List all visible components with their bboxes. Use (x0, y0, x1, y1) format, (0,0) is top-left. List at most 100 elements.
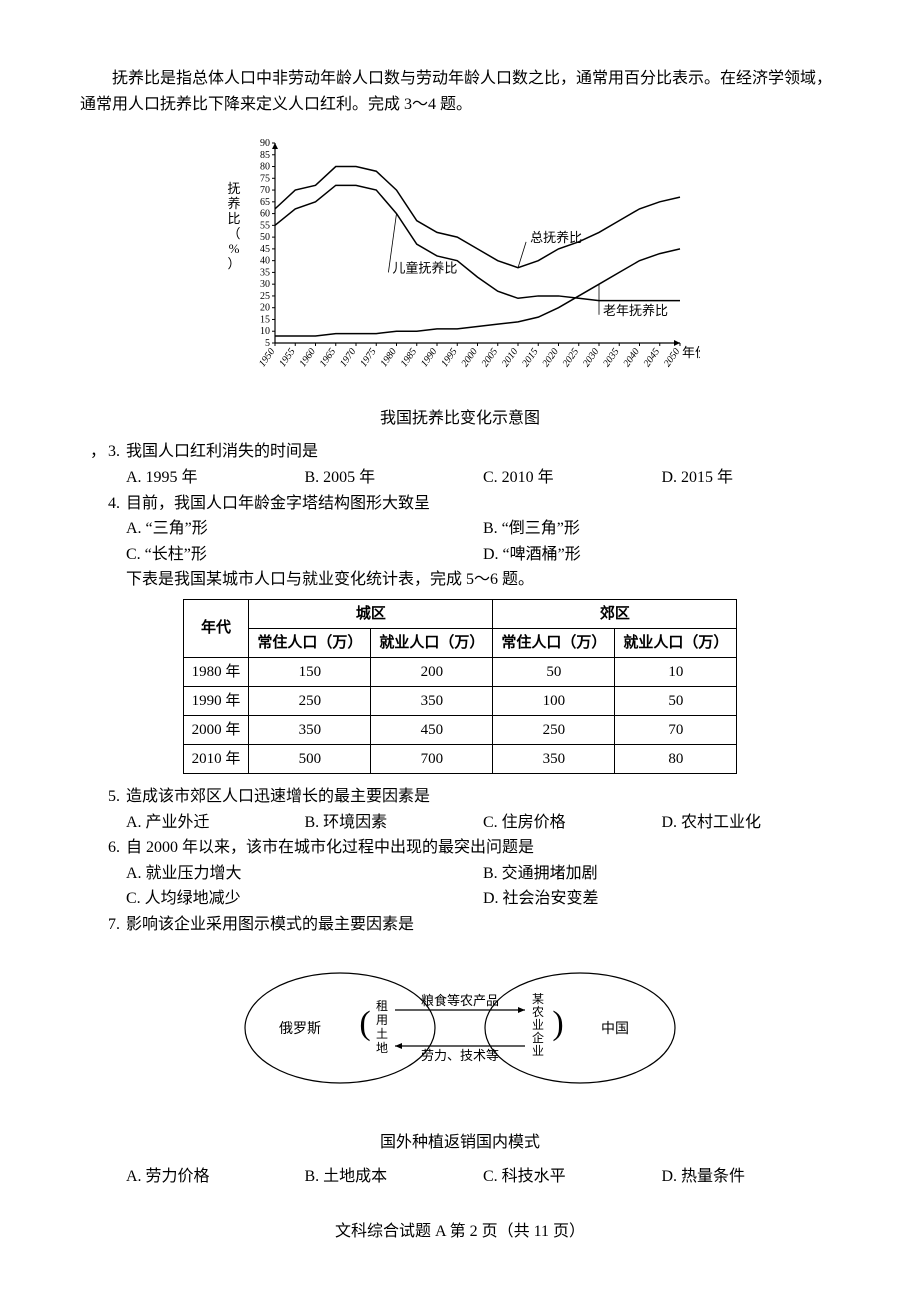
q4-stem: 目前，我国人口年龄金字塔结构图形大致呈 (126, 491, 840, 517)
q7-number: 7. (80, 912, 126, 938)
table-col: 常住人口（万） (493, 628, 615, 657)
svg-text:（: （ (227, 226, 240, 241)
svg-text:1990: 1990 (419, 347, 439, 370)
svg-text:中国: 中国 (601, 1021, 629, 1037)
svg-text:50: 50 (260, 232, 270, 243)
svg-text:劳力、技术等: 劳力、技术等 (421, 1048, 499, 1063)
q5-choice-a: A. 产业外迁 (126, 810, 305, 836)
q4-choice-d: D. “啤酒桶”形 (483, 542, 840, 568)
svg-text:土: 土 (376, 1027, 388, 1041)
q6-choice-c: C. 人均绿地减少 (126, 886, 483, 912)
intro-paragraph: 抚养比是指总体人口中非劳动年龄人口数与劳动年龄人口数之比，通常用百分比表示。在经… (80, 66, 840, 117)
table-group-urban: 城区 (249, 599, 493, 628)
dependency-ratio-chart: 5101520253035404550556065707580859019501… (80, 133, 840, 431)
svg-text:1965: 1965 (318, 347, 338, 370)
svg-text:75: 75 (260, 173, 270, 184)
q5-stem: 造成该市郊区人口迅速增长的最主要因素是 (126, 784, 840, 810)
intro-56: 下表是我国某城市人口与就业变化统计表，完成 5～6 题。 (80, 567, 840, 593)
svg-text:年份: 年份 (682, 345, 700, 360)
q3-number: ，3. (80, 439, 126, 465)
table-row: 2000 年35045025070 (183, 715, 737, 744)
table-row: 2010 年50070035080 (183, 744, 737, 773)
svg-text:1985: 1985 (399, 347, 419, 370)
svg-text:2045: 2045 (642, 347, 662, 370)
svg-text:35: 35 (260, 268, 270, 279)
svg-text:抚: 抚 (227, 181, 240, 196)
svg-text:%: % (229, 241, 240, 256)
svg-text:2050: 2050 (662, 347, 682, 370)
table-rowhead: 年代 (183, 599, 249, 657)
svg-text:某: 某 (532, 992, 544, 1006)
q7-stem: 影响该企业采用图示模式的最主要因素是 (126, 912, 840, 938)
table-group-suburb: 郊区 (493, 599, 737, 628)
table-col: 常住人口（万） (249, 628, 371, 657)
svg-text:40: 40 (260, 256, 270, 267)
svg-text:儿童抚养比: 儿童抚养比 (392, 261, 457, 276)
svg-text:租: 租 (376, 999, 388, 1013)
trade-model-diagram: 俄罗斯(租用土地某农业企业)中国粮食等农产品劳力、技术等 国外种植返销国内模式 (80, 948, 840, 1156)
svg-text:农: 农 (532, 1005, 544, 1019)
q6-choice-a: A. 就业压力增大 (126, 861, 483, 887)
q7-choice-c: C. 科技水平 (483, 1164, 662, 1190)
svg-text:1980: 1980 (378, 347, 398, 370)
svg-text:粮食等农产品: 粮食等农产品 (421, 993, 499, 1008)
q5-number: 5. (80, 784, 126, 810)
svg-text:70: 70 (260, 185, 270, 196)
svg-text:10: 10 (260, 326, 270, 337)
q3-choice-d: D. 2015 年 (662, 465, 841, 491)
svg-text:1995: 1995 (439, 347, 459, 370)
svg-text:2040: 2040 (621, 347, 641, 370)
table-row: 1990 年25035010050 (183, 686, 737, 715)
svg-text:老年抚养比: 老年抚养比 (603, 303, 668, 318)
q5-choice-d: D. 农村工业化 (662, 810, 841, 836)
svg-text:1975: 1975 (358, 347, 378, 370)
q6-number: 6. (80, 835, 126, 861)
svg-text:1970: 1970 (338, 347, 358, 370)
svg-text:）: ） (227, 256, 240, 271)
table-row: 1980 年1502005010 (183, 657, 737, 686)
q4-choice-a: A. “三角”形 (126, 516, 483, 542)
svg-text:2015: 2015 (520, 347, 540, 370)
svg-text:企: 企 (532, 1030, 544, 1045)
q4-choice-c: C. “长柱”形 (126, 542, 483, 568)
svg-text:2030: 2030 (581, 347, 601, 370)
population-table: 年代 城区 郊区 常住人口（万）就业人口（万）常住人口（万）就业人口（万） 19… (183, 599, 738, 774)
q5-choice-b: B. 环境因素 (305, 810, 484, 836)
svg-text:90: 90 (260, 138, 270, 149)
q3-choice-b: B. 2005 年 (305, 465, 484, 491)
svg-text:用: 用 (376, 1013, 388, 1027)
svg-text:总抚养比: 总抚养比 (530, 230, 582, 245)
q4-number: 4. (80, 491, 126, 517)
svg-text:55: 55 (260, 221, 270, 232)
svg-text:2000: 2000 (459, 347, 479, 370)
svg-text:2005: 2005 (480, 347, 500, 370)
q3-choice-c: C. 2010 年 (483, 465, 662, 491)
diagram2-caption: 国外种植返销国内模式 (80, 1130, 840, 1156)
svg-text:2020: 2020 (540, 347, 560, 370)
svg-text:25: 25 (260, 291, 270, 302)
svg-text:45: 45 (260, 244, 270, 255)
svg-text:15: 15 (260, 315, 270, 326)
table-col: 就业人口（万） (615, 628, 737, 657)
q5-choice-c: C. 住房价格 (483, 810, 662, 836)
svg-text:1950: 1950 (257, 347, 277, 370)
svg-text:1955: 1955 (277, 347, 297, 370)
svg-text:30: 30 (260, 279, 270, 290)
svg-text:俄罗斯: 俄罗斯 (279, 1021, 321, 1037)
svg-text:养: 养 (227, 196, 240, 211)
svg-text:20: 20 (260, 303, 270, 314)
svg-text:比: 比 (227, 211, 240, 226)
q7-choice-d: D. 热量条件 (662, 1164, 841, 1190)
table-col: 就业人口（万） (371, 628, 493, 657)
svg-text:2025: 2025 (561, 347, 581, 370)
q3-choice-a: A. 1995 年 (126, 465, 305, 491)
svg-text:2035: 2035 (601, 347, 621, 370)
svg-text:地: 地 (376, 1041, 388, 1055)
svg-text:业: 业 (532, 1044, 544, 1058)
q4-choice-b: B. “倒三角”形 (483, 516, 840, 542)
q6-choice-d: D. 社会治安变差 (483, 886, 840, 912)
svg-text:业: 业 (532, 1018, 544, 1032)
chart1-caption: 我国抚养比变化示意图 (80, 406, 840, 432)
q7-choice-b: B. 土地成本 (305, 1164, 484, 1190)
q6-choice-b: B. 交通拥堵加剧 (483, 861, 840, 887)
